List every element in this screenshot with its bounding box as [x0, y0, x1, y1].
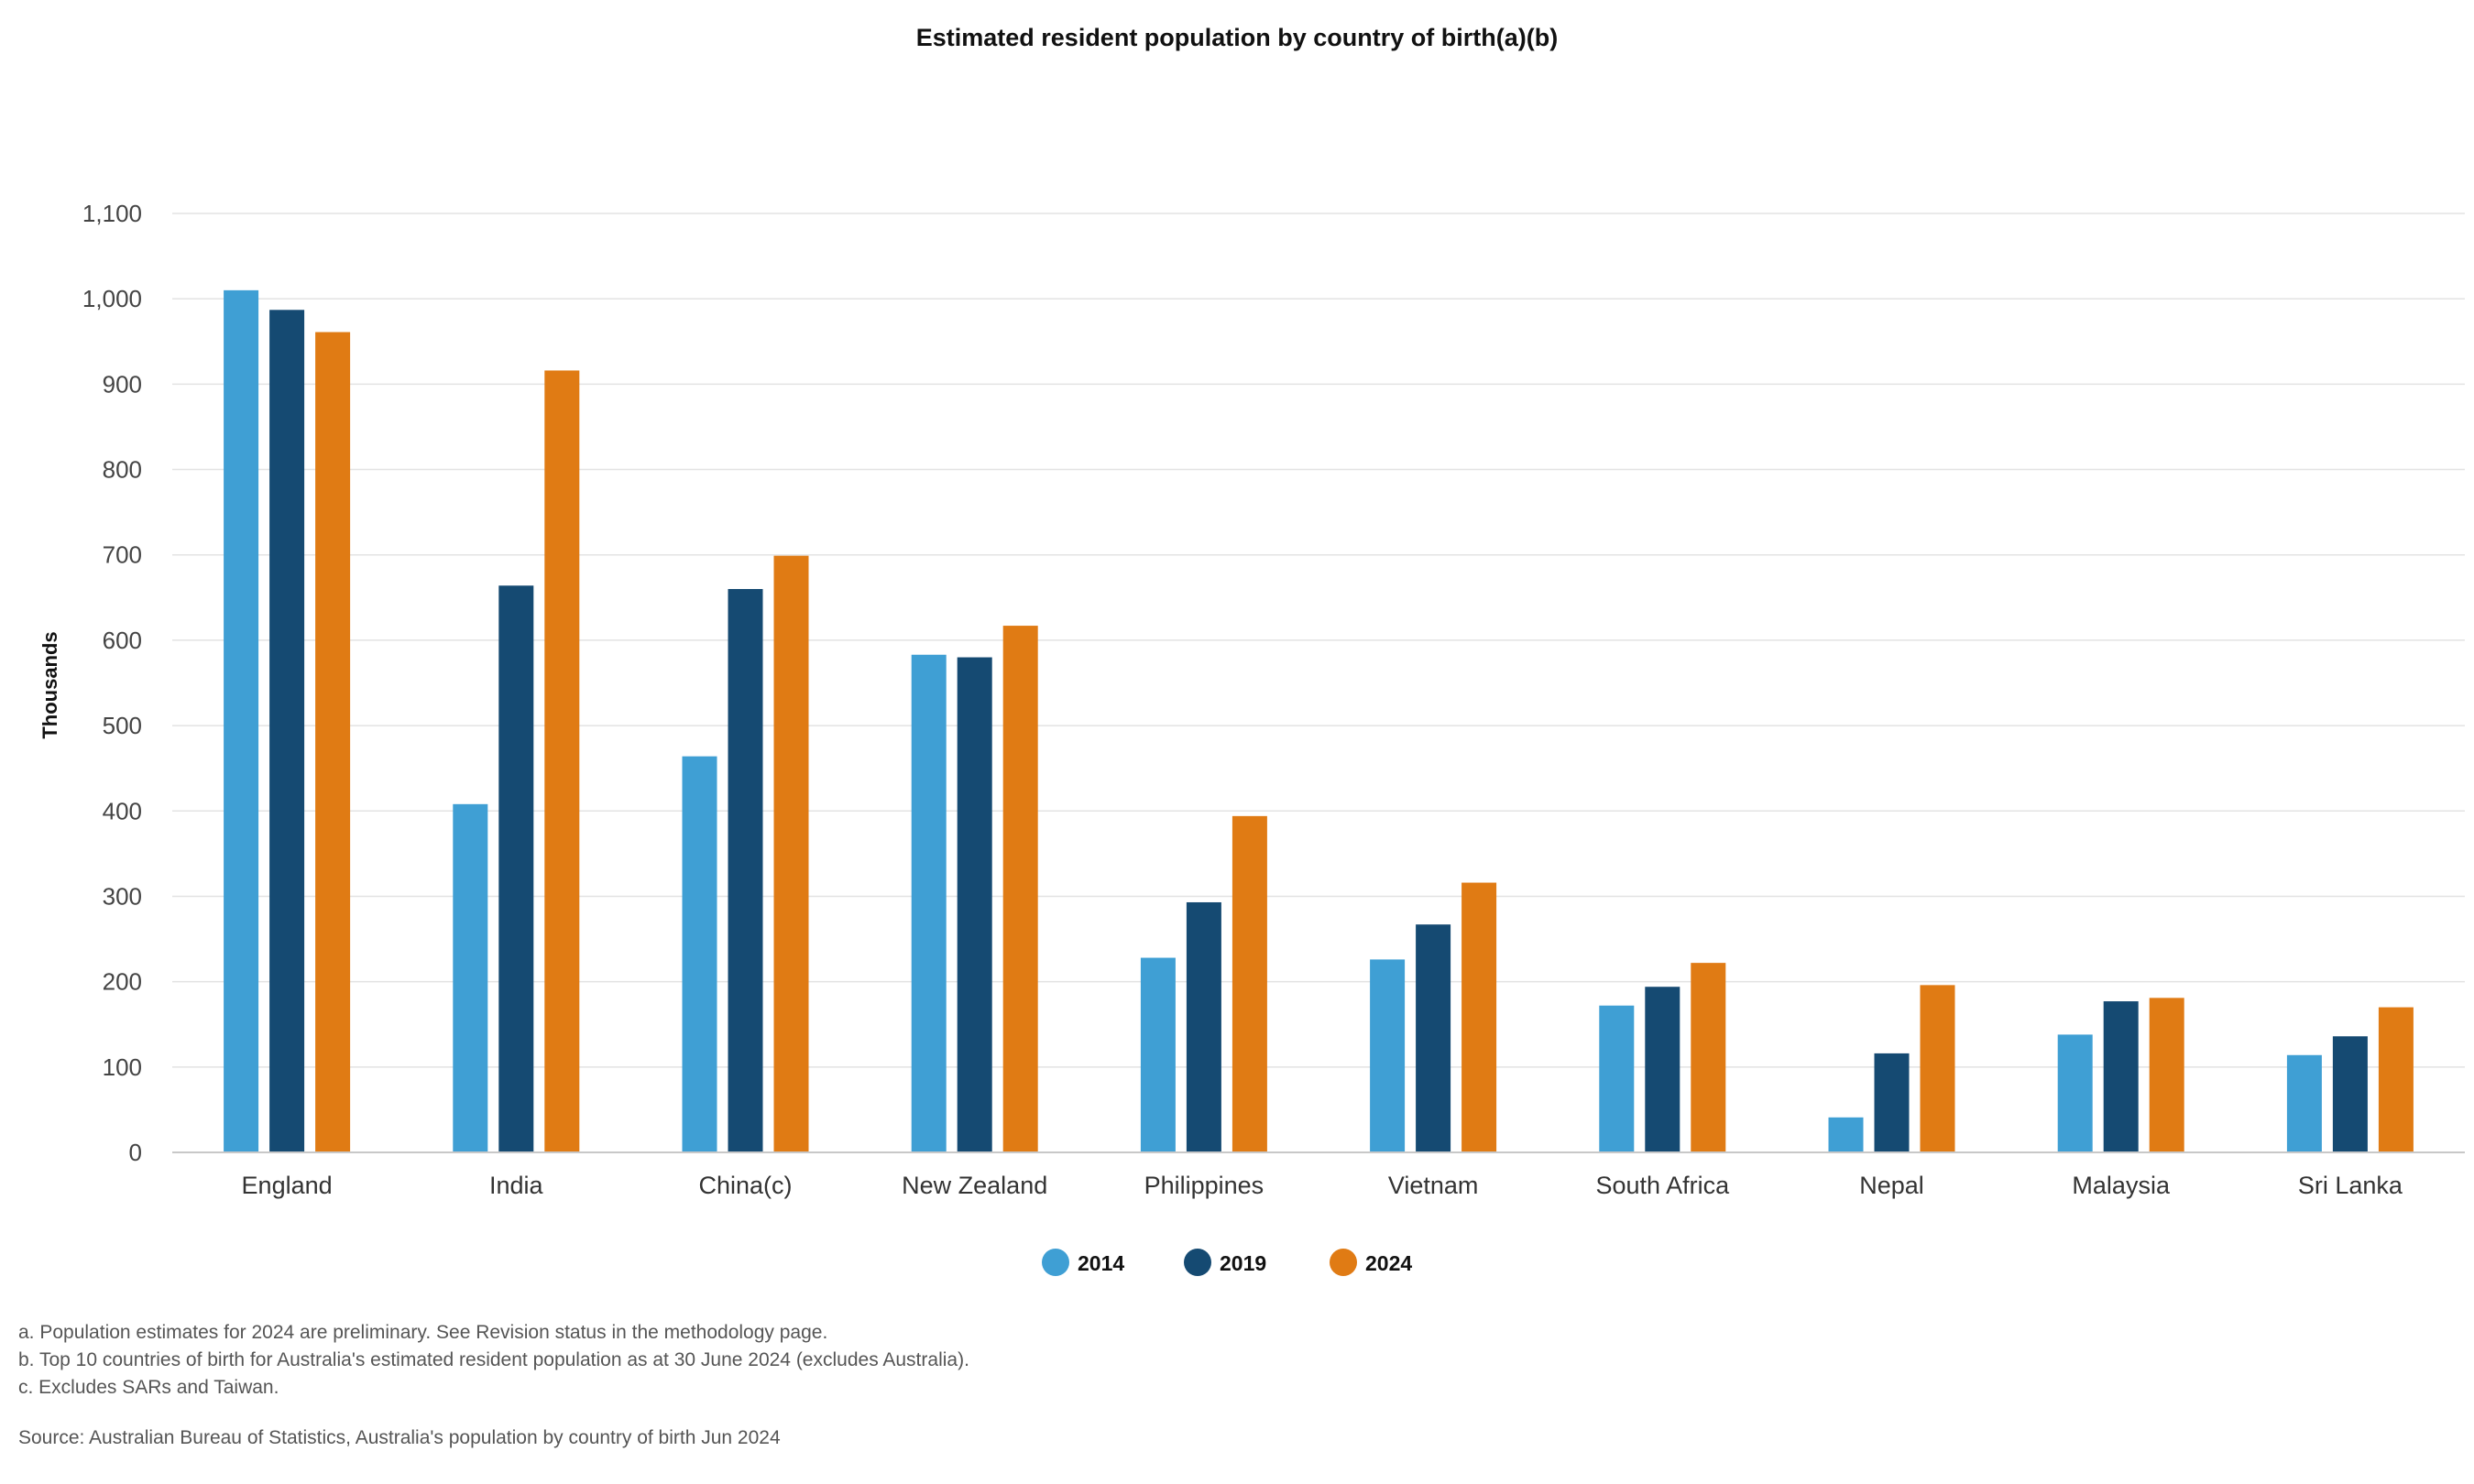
y-tick-label: 100: [103, 1053, 142, 1081]
bar-2024: [1232, 815, 1267, 1152]
x-tick-label: England: [242, 1172, 333, 1199]
y-tick-label: 500: [103, 712, 142, 739]
y-tick-label: 800: [103, 456, 142, 484]
bar-2024: [1002, 626, 1038, 1152]
bar-2019: [2103, 1001, 2139, 1152]
bar-2024: [2378, 1007, 2414, 1152]
x-axis-ticks: England India China(c) New Zealand Philippin…: [242, 1172, 2403, 1199]
x-tick-label: India: [489, 1172, 544, 1199]
bar-2024: [2149, 998, 2184, 1152]
bar-2014: [682, 756, 717, 1152]
y-tick-label: 400: [103, 797, 142, 824]
bar-2019: [957, 657, 992, 1152]
legend-label: 2019: [1220, 1251, 1266, 1275]
bars: [224, 289, 2414, 1153]
y-tick-label: 200: [103, 968, 142, 996]
bar-2014: [2057, 1034, 2093, 1152]
y-tick-label: 700: [103, 541, 142, 569]
legend-marker-2024: [1330, 1249, 1357, 1276]
chart-title: Estimated resident population by country…: [916, 24, 1559, 51]
y-tick-label: 300: [103, 882, 142, 910]
bar-2014: [911, 654, 947, 1152]
legend-label: 2024: [1365, 1251, 1412, 1275]
y-tick-label: 600: [103, 627, 142, 654]
bar-2019: [1186, 901, 1221, 1152]
bar-2019: [1416, 924, 1451, 1152]
x-tick-label: Malaysia: [2072, 1172, 2171, 1199]
bar-chart: Estimated resident population by country…: [38, 24, 2465, 1276]
bar-2024: [1461, 882, 1497, 1152]
bar-2014: [1599, 1005, 1635, 1152]
bar-2014: [2286, 1054, 2322, 1152]
bar-2019: [1645, 987, 1680, 1152]
bar-2019: [2332, 1036, 2368, 1152]
bar-2019: [1874, 1053, 1910, 1152]
bar-2014: [453, 803, 488, 1152]
legend-marker-2014: [1042, 1249, 1069, 1276]
x-tick-label: Nepal: [1859, 1172, 1924, 1199]
bar-2014: [224, 289, 259, 1152]
x-tick-label: Philippines: [1144, 1172, 1264, 1199]
x-tick-label: New Zealand: [902, 1172, 1047, 1199]
source-note: Source: Australian Bureau of Statistics,…: [18, 1427, 781, 1448]
x-tick-label: South Africa: [1596, 1172, 1731, 1199]
legend: 2014 2019 2024: [1042, 1249, 1412, 1276]
bar-2024: [315, 332, 351, 1153]
y-axis-label: Thousands: [38, 631, 61, 738]
x-tick-label: China(c): [698, 1172, 792, 1199]
footnotes: a. Population estimates for 2024 are pre…: [18, 1319, 2401, 1402]
bar-2024: [1920, 985, 1955, 1152]
legend-label: 2014: [1078, 1251, 1124, 1275]
bar-2014: [1140, 957, 1176, 1152]
y-tick-label: 1,000: [82, 285, 142, 312]
bar-2019: [269, 310, 305, 1153]
bar-2019: [728, 589, 763, 1152]
bar-2014: [1370, 959, 1406, 1152]
bar-2024: [773, 555, 809, 1152]
x-tick-label: Sri Lanka: [2298, 1172, 2403, 1199]
footnote-b: b. Top 10 countries of birth for Austral…: [18, 1349, 969, 1370]
y-tick-label: 900: [103, 370, 142, 398]
footnote-a: a. Population estimates for 2024 are pre…: [18, 1322, 828, 1343]
bar-2019: [498, 585, 534, 1152]
bar-2024: [544, 370, 580, 1152]
legend-marker-2019: [1184, 1249, 1211, 1276]
footnote-c: c. Excludes SARs and Taiwan.: [18, 1377, 279, 1398]
y-tick-label: 0: [129, 1139, 142, 1166]
y-tick-label: 1,100: [82, 200, 142, 227]
x-tick-label: Vietnam: [1388, 1172, 1479, 1199]
bar-2024: [1691, 963, 1726, 1152]
y-axis-ticks: 0 100 200 300 400 500 600 700 800 900 1,000 1,100: [82, 200, 142, 1166]
bar-2014: [1828, 1117, 1864, 1152]
